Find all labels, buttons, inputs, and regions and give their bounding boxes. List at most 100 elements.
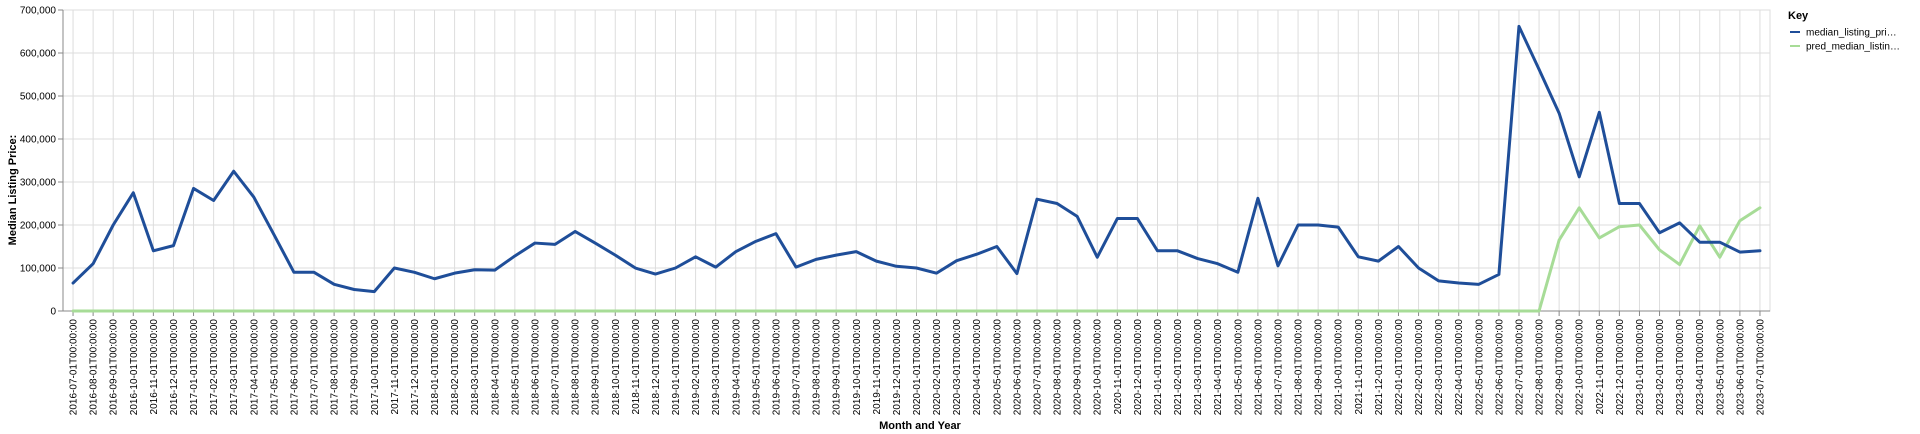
series-line-1 <box>71 206 1762 313</box>
x-tick-label: 2021-07-01T00:00:00 <box>1273 319 1284 416</box>
y-tick-label: 500,000 <box>20 92 57 103</box>
x-tick-label: 2017-09-01T00:00:00 <box>350 319 361 416</box>
x-tick-label: 2018-04-01T00:00:00 <box>490 319 501 416</box>
series-line-0 <box>71 24 1762 294</box>
x-tick-label: 2018-12-01T00:00:00 <box>651 319 662 416</box>
x-tick-label: 2016-09-01T00:00:00 <box>109 319 120 416</box>
x-tick-label: 2019-07-01T00:00:00 <box>792 319 803 416</box>
x-tick-label: 2022-05-01T00:00:00 <box>1474 319 1485 416</box>
x-tick-label: 2016-12-01T00:00:00 <box>169 319 180 416</box>
x-tick-label: 2020-06-01T00:00:00 <box>1012 319 1023 416</box>
x-tick-label: 2017-01-01T00:00:00 <box>189 319 200 416</box>
x-tick-label: 2020-03-01T00:00:00 <box>952 319 963 416</box>
y-axis-title: Median Listing Price: <box>7 135 19 246</box>
series-lines <box>71 24 1762 313</box>
x-tick-label: 2020-07-01T00:00:00 <box>1032 319 1043 416</box>
x-tick-label: 2017-12-01T00:00:00 <box>410 319 421 416</box>
x-tick-label: 2021-12-01T00:00:00 <box>1374 319 1385 416</box>
x-tick-label: 2020-04-01T00:00:00 <box>972 319 983 416</box>
x-tick-label: 2022-12-01T00:00:00 <box>1615 319 1626 416</box>
x-tick-label: 2022-07-01T00:00:00 <box>1514 319 1525 416</box>
x-tick-label: 2020-08-01T00:00:00 <box>1053 319 1064 416</box>
grid <box>62 9 1771 312</box>
x-tick-label: 2021-01-01T00:00:00 <box>1153 319 1164 416</box>
x-tick-label: 2018-08-01T00:00:00 <box>571 319 582 416</box>
x-tick-label: 2020-02-01T00:00:00 <box>932 319 943 416</box>
x-tick-label: 2022-06-01T00:00:00 <box>1494 319 1505 416</box>
x-tick-label: 2019-10-01T00:00:00 <box>852 319 863 416</box>
x-tick-label: 2023-02-01T00:00:00 <box>1655 319 1666 416</box>
x-tick-label: 2018-10-01T00:00:00 <box>611 319 622 416</box>
x-tick-label: 2023-06-01T00:00:00 <box>1735 319 1746 416</box>
x-tick-label: 2019-12-01T00:00:00 <box>892 319 903 416</box>
x-tick-label: 2023-07-01T00:00:00 <box>1755 319 1766 416</box>
x-tick-label: 2021-05-01T00:00:00 <box>1233 319 1244 416</box>
x-tick-label: 2018-02-01T00:00:00 <box>450 319 461 416</box>
x-tick-label: 2021-02-01T00:00:00 <box>1173 319 1184 416</box>
x-tick-label: 2018-11-01T00:00:00 <box>631 319 642 415</box>
y-tick-label: 700,000 <box>20 6 57 17</box>
x-tick-label: 2022-08-01T00:00:00 <box>1535 319 1546 416</box>
x-tick-label: 2018-09-01T00:00:00 <box>591 319 602 416</box>
x-tick-label: 2016-10-01T00:00:00 <box>129 319 140 416</box>
x-tick-label: 2017-03-01T00:00:00 <box>229 319 240 416</box>
x-tick-label: 2019-11-01T00:00:00 <box>872 319 883 415</box>
x-tick-label: 2019-01-01T00:00:00 <box>671 319 682 416</box>
x-tick-label: 2019-06-01T00:00:00 <box>771 319 782 416</box>
x-tick-label: 2021-10-01T00:00:00 <box>1334 319 1345 416</box>
x-tick-label: 2022-11-01T00:00:00 <box>1595 319 1606 415</box>
legend: Key median_listing_pri… pred_median_listi… <box>1788 10 1900 53</box>
x-tick-label: 2020-05-01T00:00:00 <box>992 319 1003 416</box>
x-tick-label: 2021-04-01T00:00:00 <box>1213 319 1224 416</box>
x-tick-label: 2018-07-01T00:00:00 <box>551 319 562 416</box>
x-tick-label: 2017-05-01T00:00:00 <box>269 319 280 416</box>
y-tick-label: 400,000 <box>20 135 57 146</box>
x-tick-label: 2021-11-01T00:00:00 <box>1354 319 1365 415</box>
y-tick-label: 0 <box>50 307 56 318</box>
x-tick-label: 2018-06-01T00:00:00 <box>530 319 541 416</box>
x-tick-label: 2019-05-01T00:00:00 <box>751 319 762 416</box>
x-tick-label: 2023-05-01T00:00:00 <box>1715 319 1726 416</box>
x-tick-label: 2017-08-01T00:00:00 <box>330 319 341 416</box>
x-axis: 2016-07-01T00:00:00 2016-08-01T00:00:00 20… <box>63 310 1770 416</box>
legend-entry-label: median_listing_pri… <box>1806 28 1897 39</box>
x-tick-label: 2019-08-01T00:00:00 <box>812 319 823 416</box>
x-tick-label: 2023-03-01T00:00:00 <box>1675 319 1686 416</box>
x-tick-label: 2023-04-01T00:00:00 <box>1695 319 1706 416</box>
x-tick-label: 2021-08-01T00:00:00 <box>1294 319 1305 416</box>
y-axis: 0 100,000 200,000 300,000 400,000 500,000 600,… <box>20 6 64 318</box>
x-tick-label: 2020-01-01T00:00:00 <box>912 319 923 416</box>
x-tick-label: 2019-03-01T00:00:00 <box>711 319 722 416</box>
x-tick-label: 2016-11-01T00:00:00 <box>149 319 160 415</box>
x-tick-label: 2023-01-01T00:00:00 <box>1635 319 1646 416</box>
y-tick-label: 100,000 <box>20 264 57 275</box>
x-tick-label: 2017-06-01T00:00:00 <box>289 319 300 416</box>
x-tick-label: 2022-03-01T00:00:00 <box>1434 319 1445 416</box>
x-tick-label: 2017-07-01T00:00:00 <box>310 319 321 416</box>
y-tick-label: 300,000 <box>20 178 57 189</box>
x-tick-label: 2022-09-01T00:00:00 <box>1555 319 1566 416</box>
x-tick-label: 2016-08-01T00:00:00 <box>89 319 100 416</box>
x-tick-label: 2016-07-01T00:00:00 <box>69 319 80 416</box>
x-tick-label: 2022-04-01T00:00:00 <box>1454 319 1465 416</box>
legend-entry-label: pred_median_listin… <box>1806 42 1900 53</box>
x-axis-title: Month and Year <box>879 420 961 432</box>
x-tick-label: 2021-09-01T00:00:00 <box>1314 319 1325 416</box>
x-tick-label: 2020-10-01T00:00:00 <box>1093 319 1104 416</box>
x-tick-label: 2022-01-01T00:00:00 <box>1394 319 1405 416</box>
x-tick-label: 2017-04-01T00:00:00 <box>249 319 260 416</box>
x-tick-label: 2021-06-01T00:00:00 <box>1253 319 1264 416</box>
x-tick-label: 2019-09-01T00:00:00 <box>832 319 843 416</box>
x-tick-label: 2022-10-01T00:00:00 <box>1575 319 1586 416</box>
x-tick-label: 2019-04-01T00:00:00 <box>731 319 742 416</box>
y-tick-label: 200,000 <box>20 221 57 232</box>
x-tick-label: 2019-02-01T00:00:00 <box>691 319 702 416</box>
x-tick-label: 2020-09-01T00:00:00 <box>1073 319 1084 416</box>
x-tick-label: 2018-01-01T00:00:00 <box>430 319 441 416</box>
x-tick-label: 2021-03-01T00:00:00 <box>1193 319 1204 416</box>
x-tick-label: 2018-05-01T00:00:00 <box>510 319 521 416</box>
x-tick-label: 2018-03-01T00:00:00 <box>470 319 481 416</box>
y-tick-label: 600,000 <box>20 49 57 60</box>
x-tick-label: 2017-10-01T00:00:00 <box>370 319 381 416</box>
